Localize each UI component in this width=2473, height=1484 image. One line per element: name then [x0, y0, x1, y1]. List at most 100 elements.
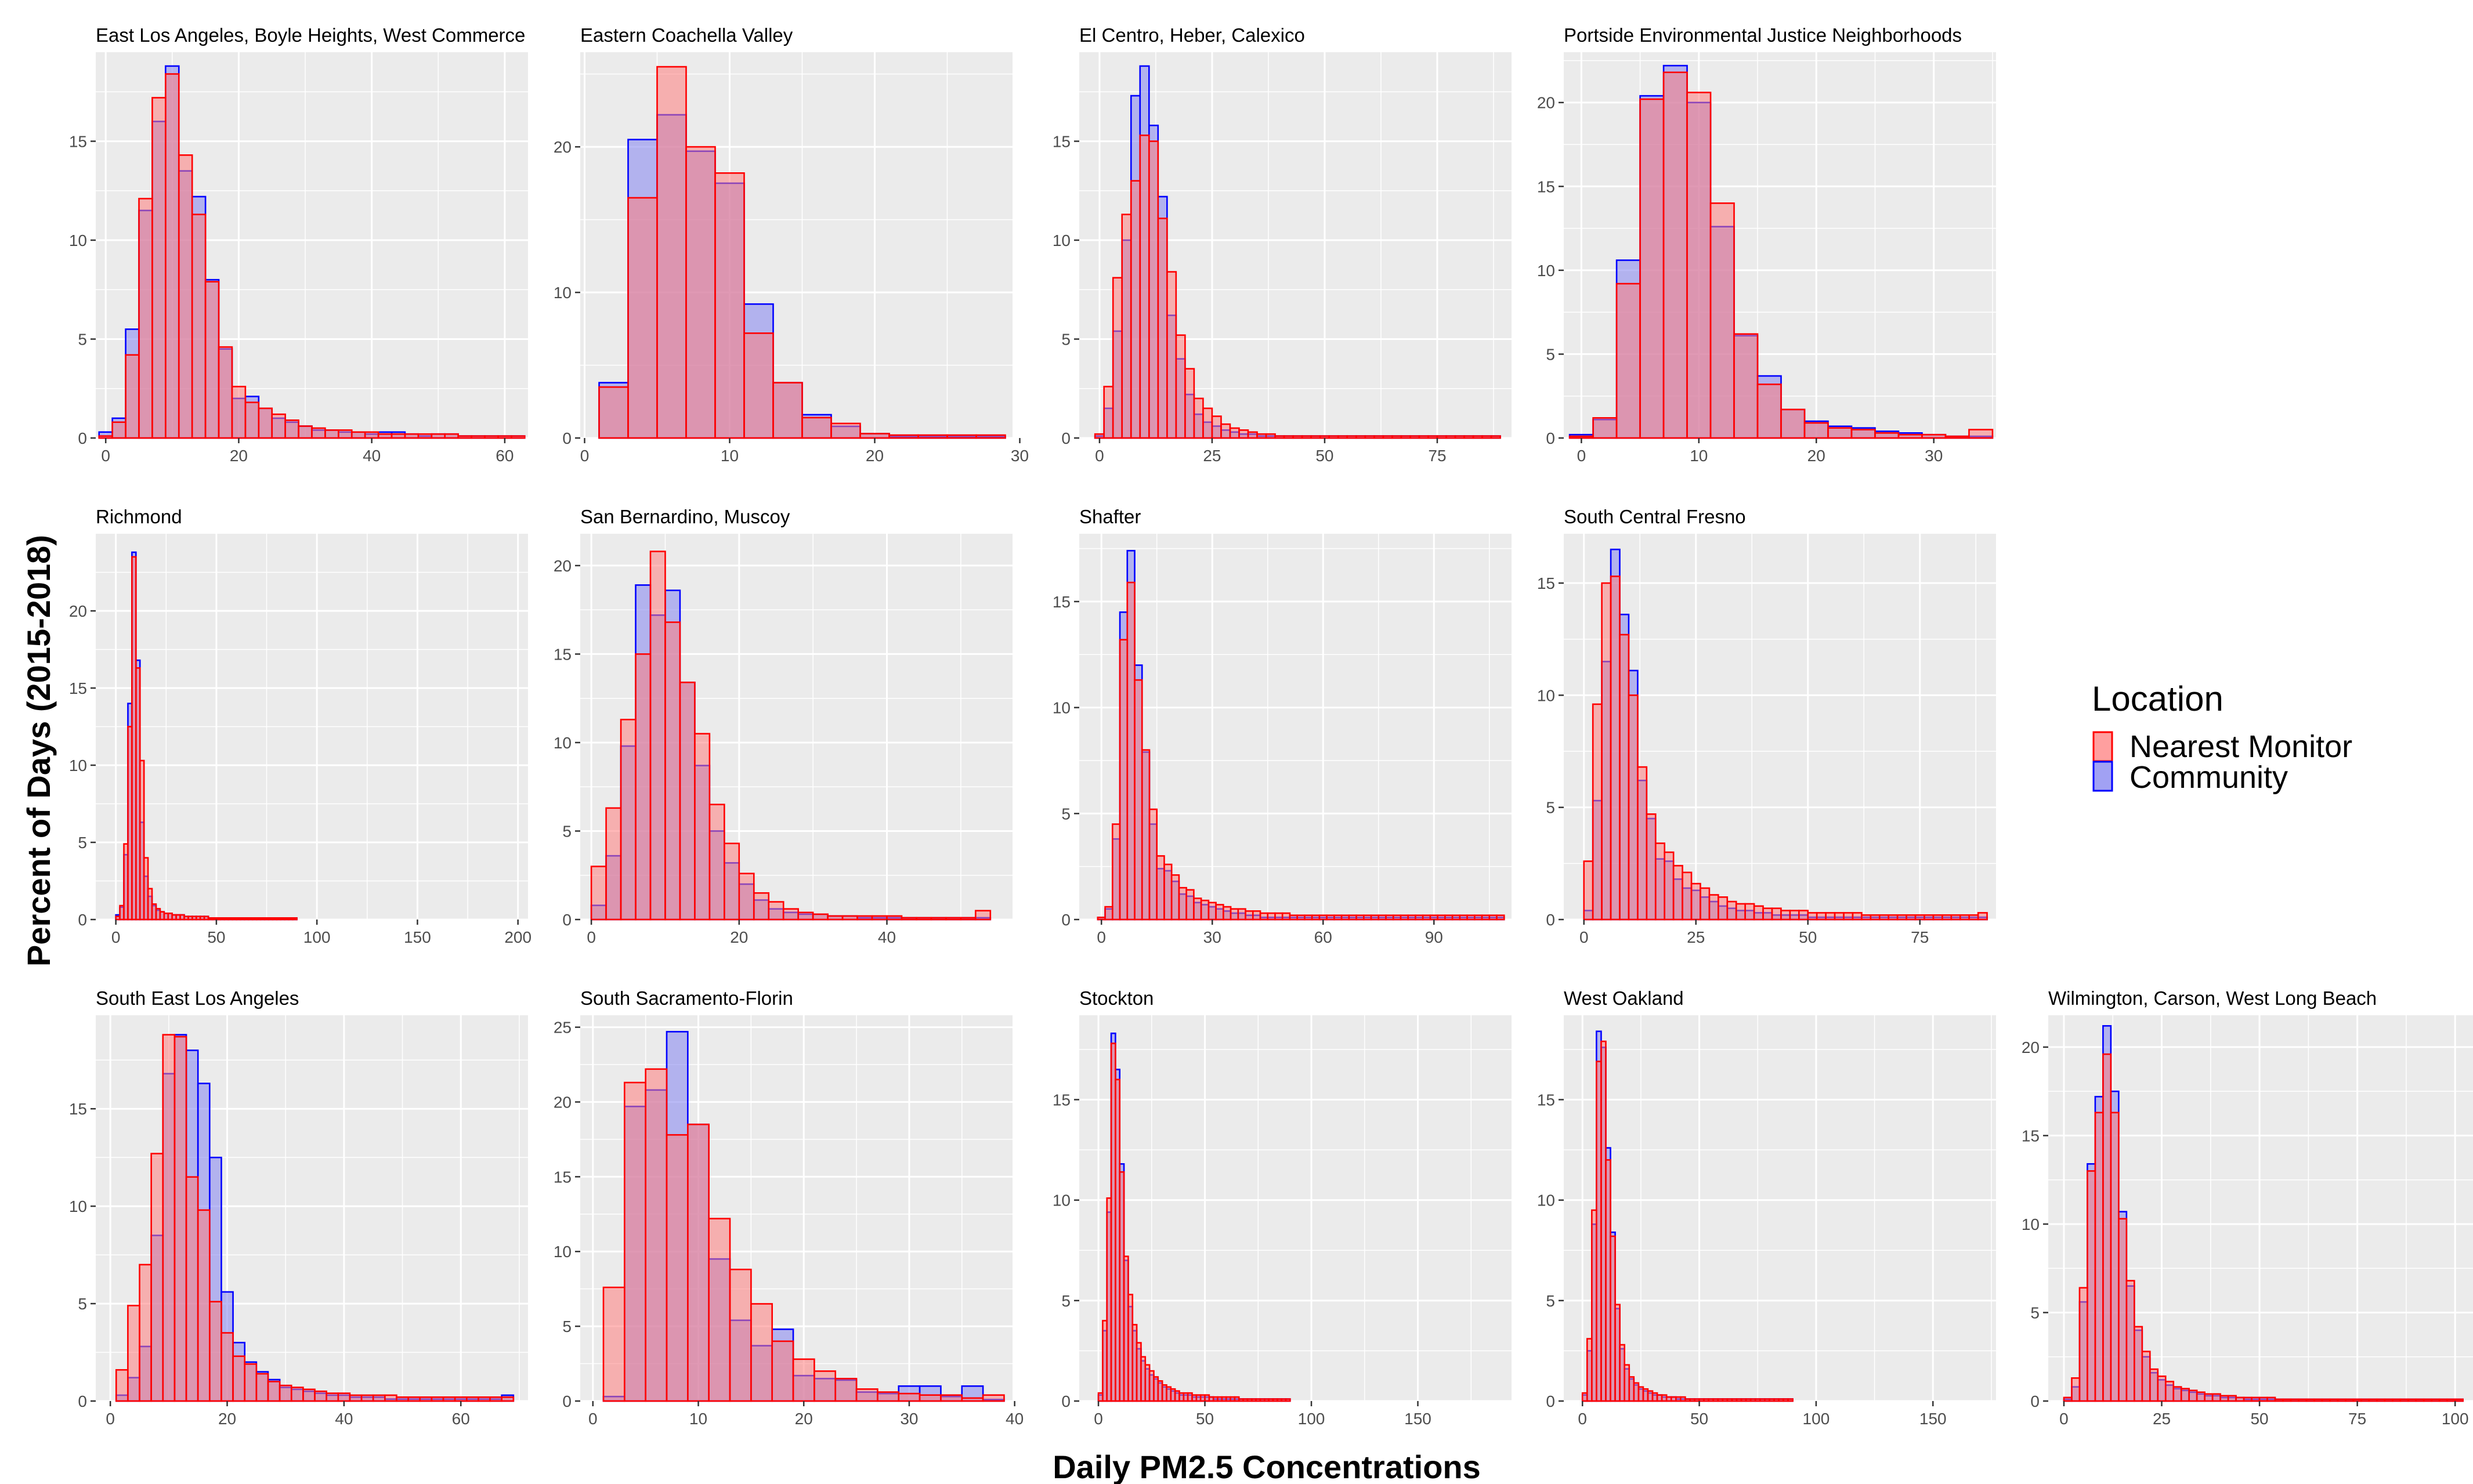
- y-tick-label: 25: [554, 1019, 572, 1037]
- bar-nearest-monitor: [649, 551, 666, 921]
- y-tick-label: 10: [1053, 231, 1071, 249]
- bar-nearest-monitor: [841, 915, 858, 921]
- bar-nearest-monitor: [1220, 423, 1231, 439]
- bar-nearest-monitor: [1348, 914, 1357, 921]
- bar-nearest-monitor: [635, 653, 652, 921]
- series-nearest-monitor: [1097, 581, 1505, 921]
- y-tick-label: 10: [1537, 686, 1555, 704]
- y-tick-label: 15: [2022, 1127, 2040, 1145]
- bar-nearest-monitor: [1328, 435, 1339, 439]
- bar-nearest-monitor: [1238, 429, 1249, 439]
- bar-nearest-monitor: [1490, 435, 1501, 439]
- bar-nearest-monitor: [1202, 407, 1213, 439]
- series-nearest-monitor: [1094, 134, 1501, 439]
- bar-nearest-monitor: [165, 73, 180, 439]
- bar-nearest-monitor: [714, 172, 745, 439]
- bar-nearest-monitor: [1637, 766, 1648, 921]
- y-tick-label: 20: [1537, 94, 1555, 112]
- bar-nearest-monitor: [1682, 871, 1693, 921]
- bar-nearest-monitor: [271, 413, 286, 439]
- series-nearest-monitor: [115, 1034, 515, 1402]
- bar-nearest-monitor: [2251, 1396, 2261, 1402]
- bar-nearest-monitor: [1615, 283, 1641, 439]
- panel-title: El Centro, Heber, Calexico: [1079, 24, 1305, 46]
- bar-nearest-monitor: [1373, 435, 1384, 439]
- y-tick-label: 5: [1061, 1292, 1071, 1310]
- bar-nearest-monitor: [1592, 703, 1603, 921]
- bar-nearest-monitor: [384, 1394, 397, 1402]
- panel-eastern-coachella-valley: Eastern Coachella Valley 0 10 20 0 10 20 30: [554, 24, 1029, 465]
- bar-nearest-monitor: [1445, 435, 1456, 439]
- x-tick-label: 10: [721, 447, 739, 465]
- legend-label-community: Community: [2129, 760, 2288, 795]
- y-tick-label: 15: [1537, 178, 1555, 196]
- x-tick-label: 20: [730, 928, 748, 946]
- y-tick-label: 10: [1537, 262, 1555, 280]
- bar-nearest-monitor: [497, 435, 512, 439]
- bar-nearest-monitor: [2141, 1351, 2151, 1402]
- bar-nearest-monitor: [1771, 907, 1782, 921]
- bar-nearest-monitor: [888, 434, 919, 439]
- panel-portside-environmental-justice-neighborhoods: Portside Environmental Justice Neighborh…: [1537, 24, 1996, 465]
- bar-nearest-monitor: [1454, 435, 1465, 439]
- bar-nearest-monitor: [1310, 435, 1321, 439]
- y-tick-label: 10: [69, 231, 87, 249]
- y-tick-label: 20: [554, 557, 572, 575]
- y-tick-label: 10: [1053, 1192, 1071, 1210]
- bar-nearest-monitor: [511, 435, 526, 439]
- bar-nearest-monitor: [2180, 1388, 2190, 1402]
- bar-nearest-monitor: [1436, 435, 1447, 439]
- bar-nearest-monitor: [1619, 634, 1630, 921]
- bar-nearest-monitor: [1311, 914, 1321, 921]
- bar-nearest-monitor: [1429, 914, 1438, 921]
- y-tick-label: 0: [562, 429, 572, 447]
- bar-nearest-monitor: [1289, 914, 1298, 921]
- bar-nearest-monitor: [1422, 914, 1431, 921]
- bar-nearest-monitor: [961, 1397, 984, 1402]
- y-tick-label: 15: [1537, 1091, 1555, 1109]
- bar-nearest-monitor: [2071, 1377, 2081, 1402]
- bar-nearest-monitor: [244, 401, 260, 439]
- bar-nearest-monitor: [1391, 435, 1402, 439]
- bar-nearest-monitor: [1121, 213, 1132, 439]
- x-tick-label: 0: [2059, 1410, 2069, 1428]
- bar-nearest-monitor: [2423, 1398, 2433, 1402]
- bar-nearest-monitor: [1211, 415, 1222, 439]
- x-tick-label: 25: [2153, 1410, 2171, 1428]
- bar-nearest-monitor: [2431, 1398, 2441, 1402]
- bar-nearest-monitor: [2392, 1398, 2402, 1402]
- bar-nearest-monitor: [801, 417, 832, 439]
- y-tick-label: 20: [554, 138, 572, 156]
- bar-nearest-monitor: [1654, 842, 1666, 921]
- bar-nearest-monitor: [302, 1388, 316, 1402]
- bar-nearest-monitor: [2219, 1395, 2229, 1402]
- bar-nearest-monitor: [1340, 914, 1350, 921]
- x-tick-label: 0: [1578, 1410, 1587, 1428]
- bar-nearest-monitor: [708, 1218, 731, 1402]
- bar-nearest-monitor: [1175, 334, 1186, 439]
- y-tick-label: 20: [69, 602, 87, 620]
- bar-nearest-monitor: [1718, 896, 1729, 921]
- bar-nearest-monitor: [1256, 433, 1267, 439]
- bar-nearest-monitor: [396, 1396, 409, 1402]
- x-tick-label: 40: [878, 928, 896, 946]
- bar-nearest-monitor: [750, 1303, 773, 1402]
- bar-nearest-monitor: [679, 681, 696, 921]
- bar-nearest-monitor: [1148, 140, 1159, 439]
- x-tick-label: 0: [111, 928, 121, 946]
- bar-nearest-monitor: [1897, 433, 1923, 439]
- x-tick-label: 10: [689, 1410, 707, 1428]
- x-tick-label: 20: [230, 447, 248, 465]
- y-tick-label: 10: [1053, 699, 1071, 717]
- panel-south-central-fresno: South Central Fresno 0 5 10 15 0 25 50 75: [1537, 506, 1996, 946]
- bar-nearest-monitor: [1157, 218, 1168, 439]
- x-tick-label: 75: [1428, 447, 1446, 465]
- bar-nearest-monitor: [255, 1373, 269, 1402]
- bar-nearest-monitor: [1319, 435, 1330, 439]
- x-tick-label: 50: [2250, 1410, 2268, 1428]
- bar-nearest-monitor: [2243, 1396, 2253, 1402]
- bar-nearest-monitor: [1126, 581, 1136, 921]
- bar-nearest-monitor: [1392, 914, 1402, 921]
- y-tick-label: 15: [554, 645, 572, 663]
